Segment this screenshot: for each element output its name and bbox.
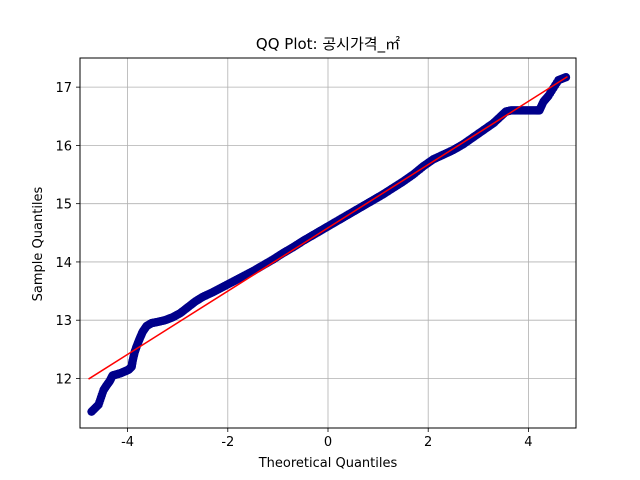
y-tick-label: 15 [55, 198, 72, 213]
axis-ticks: -4 -2 0 2 4 12 13 14 15 16 17 [55, 81, 532, 450]
x-tick-label: 2 [424, 435, 432, 450]
reference-line [88, 76, 568, 380]
x-tick-label: -4 [121, 435, 134, 450]
x-tick-label: -2 [221, 435, 234, 450]
y-tick-label: 16 [55, 139, 72, 154]
plot-area [87, 73, 571, 416]
y-tick-label: 14 [55, 256, 72, 271]
x-tick-label: 4 [524, 435, 532, 450]
x-tick-label: 0 [324, 435, 332, 450]
series-group [87, 73, 571, 416]
y-axis-label: Sample Quantiles [31, 186, 46, 301]
y-tick-label: 13 [55, 314, 72, 329]
grid [80, 58, 576, 428]
y-tick-label: 17 [55, 81, 72, 96]
y-tick-label: 12 [55, 372, 72, 387]
x-axis-label: Theoretical Quantiles [258, 456, 398, 471]
chart-title: QQ Plot: 공시가격_㎡ [256, 35, 400, 54]
